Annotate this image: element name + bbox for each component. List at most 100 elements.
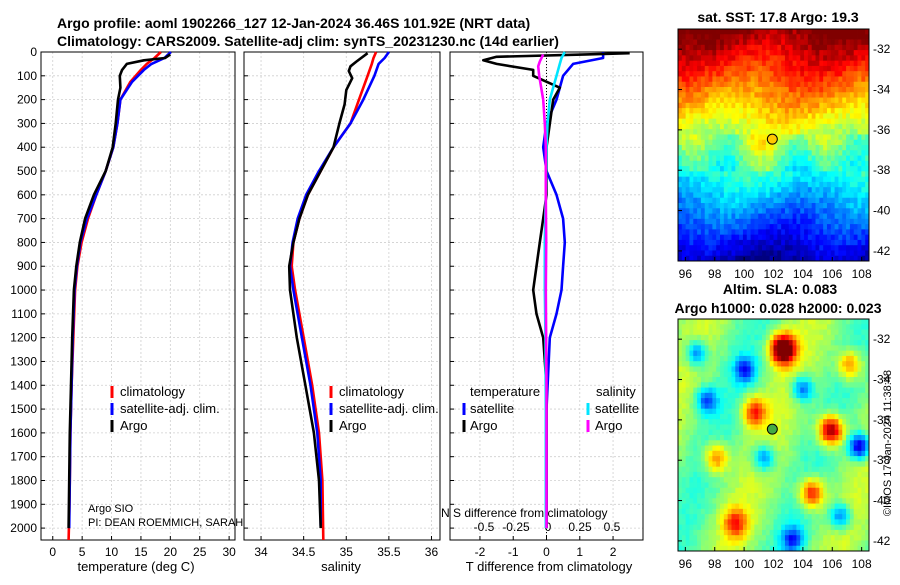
map-cell [823,76,828,83]
map-cell [754,471,759,478]
map-cell [861,145,866,151]
map-cell [762,529,767,536]
map-cell [697,250,702,257]
map-cell [804,482,809,489]
map-cell [777,102,782,109]
map-cell [769,440,774,446]
map-cell [815,435,820,441]
map-cell [781,44,786,51]
map-cell [708,155,713,162]
map-cell [720,44,725,51]
map-cell [712,234,717,241]
map-cell [762,371,767,378]
map-cell [697,319,702,325]
map-cell [846,160,851,167]
map-cell [781,498,786,504]
map-cell [697,340,702,346]
map-cell [727,366,732,373]
map-cell [769,377,774,383]
map-cell [742,503,748,510]
map-cell [838,34,843,40]
map-cell [750,134,755,141]
map-cell [739,403,744,410]
map-cell [849,213,855,220]
map-cell [708,524,713,531]
map-cell [727,382,732,388]
map-cell [697,403,702,410]
map-cell [861,382,866,388]
map-cell [781,487,786,494]
map-cell [826,166,832,172]
map-cell [693,55,698,62]
map-cell [842,340,847,346]
map-cell [720,255,725,262]
map-cell [762,456,767,462]
map-cell [800,134,805,141]
map-cell [754,498,759,504]
map-cell [762,76,767,83]
map-cell [769,382,774,388]
map-cell [807,108,813,114]
map-cell [777,419,782,425]
map-cell [750,508,755,515]
map-cell [861,340,866,346]
map-cell [773,545,778,552]
map-cell [830,108,836,114]
map-cell [849,461,855,468]
y-tick-label: -34 [873,373,891,387]
map-cell [731,535,736,541]
map-cell [781,29,786,35]
map-cell [773,123,778,130]
map-cell [857,403,862,410]
map-cell [834,129,839,135]
map-cell [796,181,801,188]
map-cell [720,340,725,346]
map-cell [796,166,801,172]
map-cell [758,413,763,420]
map-cell [823,466,828,473]
map-cell [689,192,694,199]
map-cell [697,55,702,62]
map-cell [861,324,866,330]
map-cell [807,392,813,399]
map-cell [792,234,797,241]
map-cell [735,134,740,141]
x-tick-label: 106 [822,557,842,571]
map-cell [815,361,820,367]
map-cell [846,477,851,483]
map-cell [765,456,771,462]
map-cell [788,456,793,462]
map-cell [735,176,740,183]
map-cell [800,224,805,230]
map-cell [754,408,759,415]
map-cell [826,371,832,378]
y-tick-label: 1900 [10,497,37,511]
map-cell [834,540,839,547]
map-cell [823,545,828,552]
map-cell [842,329,847,336]
map-cell [735,329,740,336]
map-cell [830,329,836,336]
map-cell [762,171,767,178]
map-cell [731,503,736,510]
map-cell [723,229,729,236]
series-line-argo [67,53,172,529]
map-cell [708,450,713,457]
map-cell [685,508,690,515]
map-cell [773,324,778,330]
map-cell [716,97,721,104]
map-cell [846,97,851,104]
map-cell [697,81,702,88]
map-cell [781,429,786,436]
map-cell [720,445,725,452]
map-cell [739,208,744,214]
map-cell [739,245,744,251]
map-cell [788,514,793,520]
map-cell [750,87,755,93]
map-cell [788,540,793,547]
map-cell [739,239,744,246]
map-cell [750,487,755,494]
map-cell [853,239,858,246]
map-cell [742,524,748,531]
map-cell [704,493,709,499]
